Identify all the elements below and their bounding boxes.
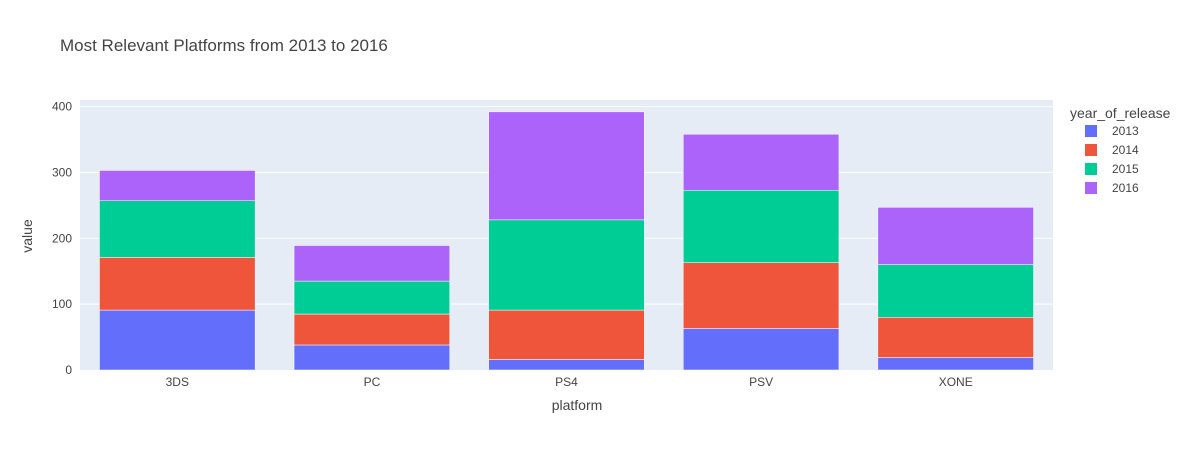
bar-psv-2013[interactable]: [683, 328, 840, 371]
legend-label-2016[interactable]: 2016: [1112, 181, 1139, 195]
chart-title: Most Relevant Platforms from 2013 to 201…: [60, 36, 388, 55]
legend-swatch-2013[interactable]: [1085, 125, 1097, 137]
legend-swatch-2016[interactable]: [1085, 182, 1097, 194]
bar-xone-2013[interactable]: [877, 357, 1034, 371]
y-tick-label: 200: [52, 231, 72, 245]
bar-ps4-2016[interactable]: [488, 111, 645, 221]
x-tick-label: PC: [364, 375, 381, 389]
legend-label-2015[interactable]: 2015: [1112, 162, 1139, 176]
bar-3ds-2015[interactable]: [99, 200, 256, 258]
legend-label-2014[interactable]: 2014: [1112, 143, 1139, 157]
x-tick-labels: 3DS PC PS4 PSV XONE: [166, 375, 973, 389]
x-tick-label: PS4: [555, 375, 578, 389]
bar-psv-2014[interactable]: [683, 262, 840, 329]
legend-title: year_of_release: [1070, 105, 1171, 121]
legend-swatch-2015[interactable]: [1085, 163, 1097, 175]
bar-xone-2015[interactable]: [877, 264, 1034, 318]
bar-pc-2016[interactable]: [293, 245, 450, 282]
bar-pc-2014[interactable]: [293, 313, 450, 346]
bar-pc-2015[interactable]: [293, 280, 450, 315]
x-axis-title: platform: [552, 397, 603, 413]
y-tick-label: 400: [52, 100, 72, 114]
bar-psv-2016[interactable]: [683, 133, 840, 191]
bar-3ds-2013[interactable]: [99, 309, 256, 371]
legend-label-2013[interactable]: 2013: [1112, 124, 1139, 138]
legend[interactable]: year_of_release 2013 2014 2015 2016: [1070, 105, 1171, 195]
x-tick-label: PSV: [749, 375, 773, 389]
bar-ps4-2014[interactable]: [488, 309, 645, 360]
y-tick-label: 0: [65, 363, 72, 377]
x-tick-label: 3DS: [166, 375, 189, 389]
bar-psv-2015[interactable]: [683, 189, 840, 263]
bar-xone-2014[interactable]: [877, 317, 1034, 358]
bar-xone-2016[interactable]: [877, 207, 1034, 265]
bar-3ds-2016[interactable]: [99, 170, 256, 202]
bar-ps4-2015[interactable]: [488, 219, 645, 311]
y-tick-labels: 0 100 200 300 400: [52, 100, 72, 377]
bars: [99, 111, 1034, 371]
bar-3ds-2014[interactable]: [99, 257, 256, 311]
y-tick-label: 300: [52, 165, 72, 179]
y-tick-label: 100: [52, 297, 72, 311]
bar-pc-2013[interactable]: [293, 344, 450, 371]
y-axis-title: value: [19, 219, 35, 253]
legend-swatch-2014[interactable]: [1085, 144, 1097, 156]
bar-ps4-2013[interactable]: [488, 359, 645, 371]
x-tick-label: XONE: [939, 375, 973, 389]
